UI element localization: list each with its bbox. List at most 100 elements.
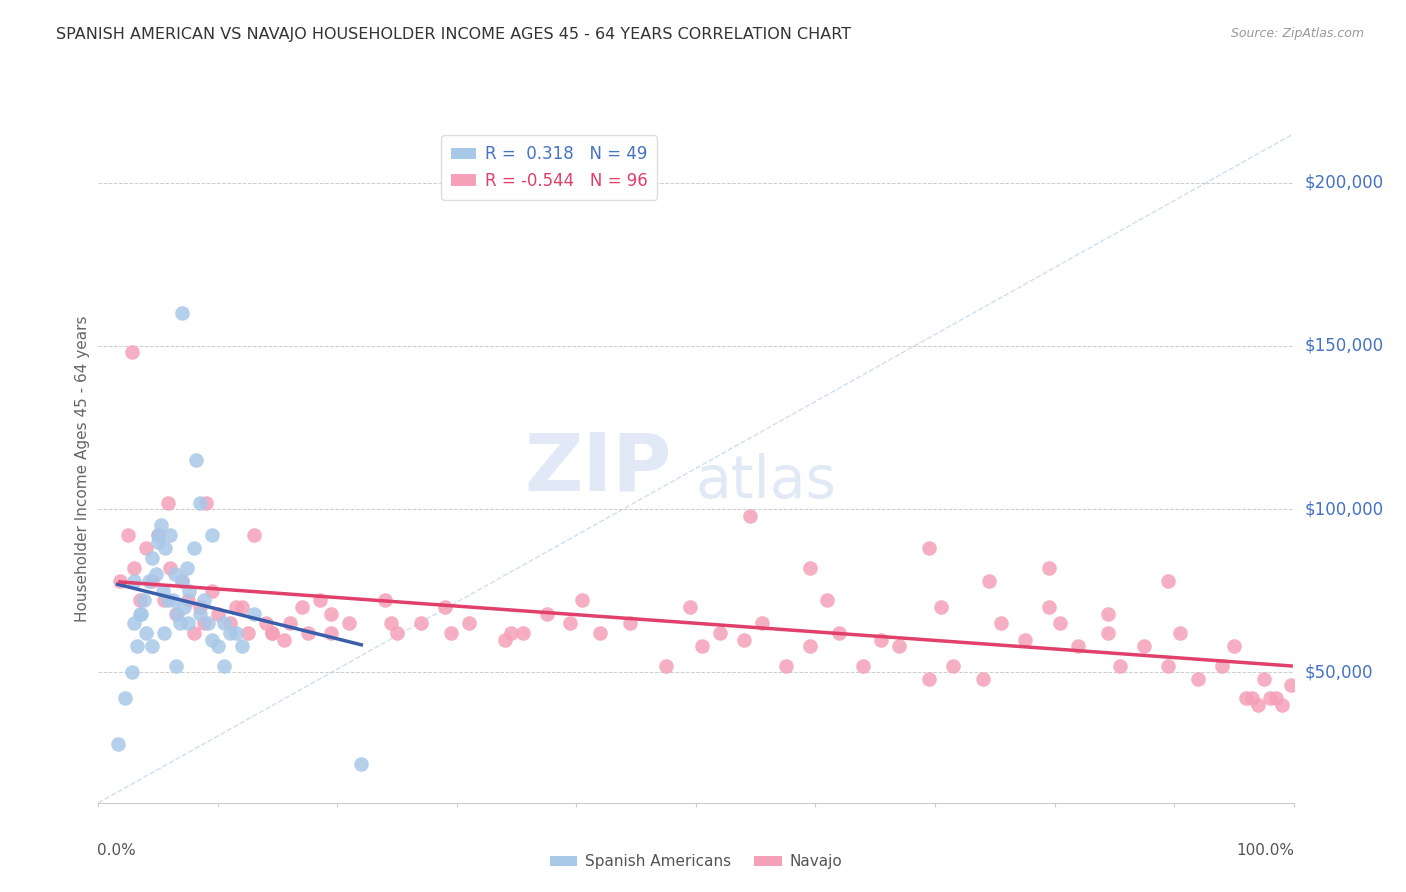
Point <box>260 626 283 640</box>
Point <box>1157 574 1180 588</box>
Point <box>149 518 172 533</box>
Point <box>193 593 215 607</box>
Point <box>1222 639 1246 653</box>
Point <box>1168 626 1191 640</box>
Point <box>177 593 200 607</box>
Text: $50,000: $50,000 <box>1305 664 1374 681</box>
Text: 0.0%: 0.0% <box>97 843 136 858</box>
Point <box>201 583 224 598</box>
Point <box>219 626 242 640</box>
Point <box>141 574 163 588</box>
Point <box>148 528 170 542</box>
Legend: Spanish Americans, Navajo: Spanish Americans, Navajo <box>544 848 848 875</box>
Point <box>1253 672 1275 686</box>
Point <box>1014 632 1036 647</box>
Point <box>193 616 215 631</box>
Point <box>738 508 761 523</box>
Point <box>433 599 456 614</box>
Point <box>212 616 235 631</box>
Text: SPANISH AMERICAN VS NAVAJO HOUSEHOLDER INCOME AGES 45 - 64 YEARS CORRELATION CHA: SPANISH AMERICAN VS NAVAJO HOUSEHOLDER I… <box>56 27 852 42</box>
Point <box>243 607 266 621</box>
Point <box>709 626 731 640</box>
Point <box>188 495 211 509</box>
Point <box>1109 658 1132 673</box>
Point <box>571 593 593 607</box>
Point <box>177 616 200 631</box>
Point <box>918 672 941 686</box>
Point <box>828 626 851 640</box>
Point <box>308 593 330 607</box>
Point <box>374 593 396 607</box>
Point <box>135 541 157 556</box>
Point <box>141 639 163 653</box>
Point <box>138 574 160 588</box>
Point <box>108 574 131 588</box>
Point <box>159 528 181 542</box>
Point <box>117 528 139 542</box>
Point <box>162 593 184 607</box>
Point <box>889 639 911 653</box>
Point <box>135 626 157 640</box>
Point <box>799 561 821 575</box>
Text: $150,000: $150,000 <box>1305 337 1384 355</box>
Point <box>560 616 582 631</box>
Point <box>1049 616 1071 631</box>
Point <box>207 607 229 621</box>
Point <box>775 658 797 673</box>
Point <box>183 541 205 556</box>
Text: $100,000: $100,000 <box>1305 500 1384 518</box>
Point <box>260 626 283 640</box>
Point <box>942 658 965 673</box>
Point <box>852 658 875 673</box>
Point <box>129 607 152 621</box>
Point <box>172 306 194 320</box>
Point <box>1038 599 1060 614</box>
Point <box>156 593 179 607</box>
Point <box>163 567 186 582</box>
Point <box>870 632 893 647</box>
Point <box>145 567 167 582</box>
Point <box>494 632 516 647</box>
Point <box>131 607 153 621</box>
Text: atlas: atlas <box>696 453 837 510</box>
Point <box>1157 658 1180 673</box>
Point <box>918 541 941 556</box>
Point <box>977 574 1000 588</box>
Point <box>194 495 217 509</box>
Point <box>380 616 402 631</box>
Point <box>129 593 152 607</box>
Point <box>107 737 129 751</box>
Point <box>751 616 773 631</box>
Text: Source: ZipAtlas.com: Source: ZipAtlas.com <box>1230 27 1364 40</box>
Point <box>297 626 319 640</box>
Point <box>236 626 259 640</box>
Point <box>499 626 522 640</box>
Point <box>165 607 187 621</box>
Point <box>512 626 534 640</box>
Point <box>169 616 191 631</box>
Point <box>155 541 177 556</box>
Point <box>132 593 155 607</box>
Point <box>1234 691 1257 706</box>
Text: 100.0%: 100.0% <box>1237 843 1295 858</box>
Point <box>231 639 253 653</box>
Point <box>156 495 179 509</box>
Point <box>679 599 702 614</box>
Point <box>733 632 755 647</box>
Point <box>337 616 360 631</box>
Point <box>153 626 176 640</box>
Text: ZIP: ZIP <box>524 429 672 508</box>
Point <box>152 583 174 598</box>
Point <box>321 626 343 640</box>
Point <box>1211 658 1233 673</box>
Point <box>1187 672 1209 686</box>
Point <box>458 616 481 631</box>
Point <box>207 639 229 653</box>
Point <box>929 599 952 614</box>
Point <box>225 599 247 614</box>
Point <box>176 561 198 575</box>
Point <box>1264 691 1286 706</box>
Point <box>1258 691 1281 706</box>
Point <box>619 616 641 631</box>
Point <box>121 665 143 680</box>
